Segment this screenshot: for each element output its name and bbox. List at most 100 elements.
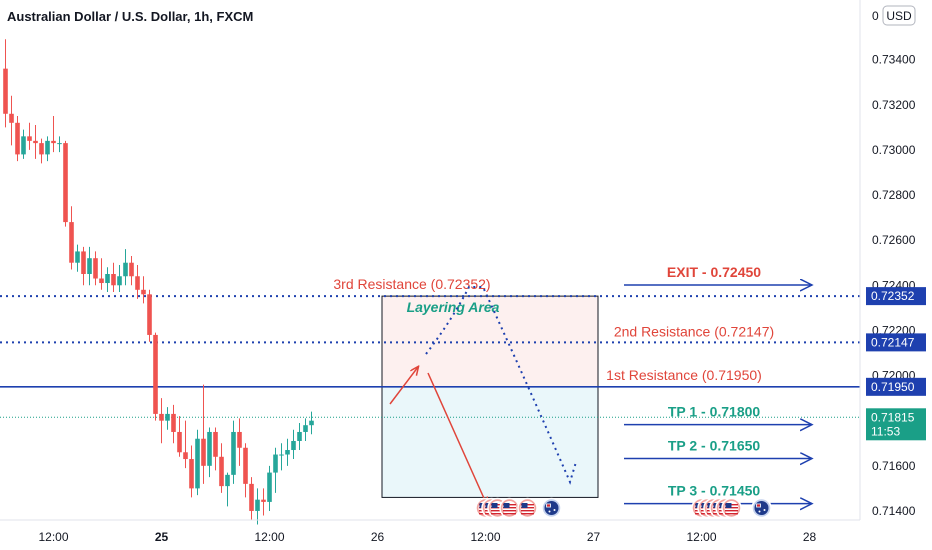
arrow-down-red [427, 372, 487, 505]
bar-countdown-label: 11:53 [871, 424, 900, 438]
layering-zone-border [381, 295, 599, 498]
resistance-label-3: 1st Resistance (0.71950) [606, 367, 762, 383]
y-tick-label: 0.73000 [872, 143, 916, 157]
candle[interactable] [201, 438, 206, 466]
us-flag-icon[interactable] [499, 497, 520, 519]
candle[interactable] [87, 258, 92, 274]
candle[interactable] [75, 251, 80, 263]
au-flag-icon[interactable] [751, 497, 772, 519]
candle[interactable] [297, 431, 302, 441]
candle[interactable] [141, 289, 146, 295]
candle[interactable] [171, 413, 176, 432]
tp-label-3: TP 3 - 0.71450 [668, 483, 761, 499]
candle[interactable] [129, 262, 134, 277]
au-flag-icon[interactable] [541, 497, 562, 519]
candle[interactable] [69, 222, 74, 263]
x-tick-label: 12:00 [686, 530, 716, 544]
candle[interactable] [291, 440, 296, 451]
y-tick-label: 0 [872, 9, 879, 23]
candle[interactable] [267, 472, 272, 502]
arrow-up-red [389, 367, 418, 405]
resistance-label-1: 3rd Resistance (0.72352) [333, 276, 490, 292]
y-tick-label: 0.72600 [872, 233, 916, 247]
candle[interactable] [273, 454, 278, 473]
y-tick-label: 0.73200 [872, 98, 916, 112]
candle[interactable] [159, 413, 164, 421]
candle[interactable] [39, 143, 44, 155]
candle[interactable] [105, 274, 110, 284]
x-tick-label: 12:00 [470, 530, 500, 544]
candle[interactable] [3, 68, 8, 114]
events-group [475, 497, 772, 519]
candle[interactable] [9, 113, 14, 123]
x-tick-label: 25 [155, 530, 169, 544]
candle[interactable] [81, 251, 86, 274]
candle[interactable] [207, 431, 212, 466]
price-tag-label: 0.72147 [871, 335, 915, 349]
candle[interactable] [195, 438, 200, 489]
candle[interactable] [51, 140, 56, 144]
layering-area-label: Layering Area [407, 299, 500, 315]
price-tag-1 [866, 287, 926, 306]
candle[interactable] [237, 431, 242, 448]
candle[interactable] [165, 413, 170, 421]
price-tag-3 [866, 377, 926, 396]
y-tick-label: 0.71600 [872, 459, 916, 473]
forecast-path [425, 286, 577, 485]
current-price-label: 0.71815 [871, 410, 915, 424]
candle[interactable] [33, 140, 38, 144]
y-tick-label: 0.71400 [872, 504, 916, 518]
candle[interactable] [231, 431, 236, 475]
candle[interactable] [21, 136, 26, 155]
candle[interactable] [45, 140, 50, 155]
price-tag-label: 0.71950 [871, 380, 915, 394]
candle[interactable] [111, 274, 116, 286]
candle[interactable] [93, 258, 98, 279]
price-tag-label: 0.72352 [871, 289, 915, 303]
candle[interactable] [249, 483, 254, 511]
candle[interactable] [135, 276, 140, 290]
candle[interactable] [27, 136, 32, 141]
currency-button[interactable] [882, 5, 916, 26]
candle[interactable] [219, 456, 224, 487]
candle[interactable] [213, 431, 218, 457]
candle[interactable] [117, 276, 122, 286]
candle[interactable] [309, 420, 314, 426]
candle[interactable] [303, 425, 308, 432]
current-price-tag [866, 408, 926, 441]
x-tick-label: 28 [803, 530, 817, 544]
candle[interactable] [183, 452, 188, 460]
candle[interactable] [57, 143, 62, 145]
candle[interactable] [177, 431, 182, 453]
candle[interactable] [255, 499, 260, 511]
candle[interactable] [153, 334, 158, 414]
x-tick-label: 12:00 [254, 530, 284, 544]
y-tick-label: 0.72800 [872, 188, 916, 202]
x-tick-label: 27 [587, 530, 601, 544]
tp-label-2: TP 2 - 0.71650 [668, 438, 761, 454]
price-tag-2 [866, 333, 926, 352]
candle[interactable] [261, 499, 266, 502]
candle[interactable] [63, 143, 68, 223]
exit-label: EXIT - 0.72450 [667, 264, 761, 280]
tp-label-1: TP 1 - 0.71800 [668, 404, 761, 420]
candle[interactable] [285, 450, 290, 455]
candle[interactable] [15, 122, 20, 155]
candle[interactable] [279, 454, 284, 456]
y-tick-label: 0.73400 [872, 53, 916, 67]
candle[interactable] [147, 294, 152, 335]
candle[interactable] [99, 278, 104, 284]
candle[interactable] [225, 474, 230, 487]
price-axis[interactable] [860, 0, 932, 550]
us-flag-icon[interactable] [721, 497, 742, 519]
us-flag-icon[interactable] [517, 497, 538, 519]
currency-button-label: USD [886, 9, 912, 23]
layering-zone-lower [382, 386, 598, 498]
candle[interactable] [189, 459, 194, 489]
candle[interactable] [243, 447, 248, 484]
candles-group [3, 39, 314, 525]
candle[interactable] [123, 262, 128, 277]
chart-title: Australian Dollar / U.S. Dollar, 1h, FXC… [7, 9, 253, 24]
